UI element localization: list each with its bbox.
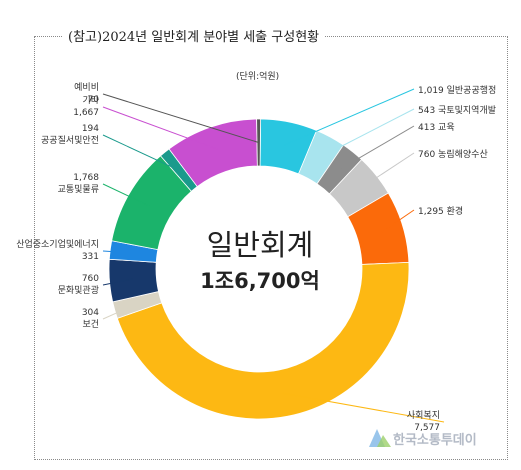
center-title: 일반회계 (207, 228, 314, 262)
slice-name-8: 문화및관광 (58, 284, 99, 296)
slice-value-10: 1,768 (73, 173, 99, 183)
slice-label-4: 760 농림해양수산 (418, 148, 488, 160)
chart-title: (참고)2024년 일반회계 분야별 세출 구성현황 (62, 26, 326, 45)
slice-value-7: 304 (82, 308, 99, 318)
slice-label-1: 1,019 일반공공행정 (418, 84, 496, 96)
leader-line-5 (380, 209, 415, 234)
leader-line-3 (337, 125, 415, 171)
slice-name-13: 예비비 (74, 82, 99, 93)
slice-value-11: 194 (82, 124, 99, 134)
unit-label: (단위:억원) (236, 72, 280, 82)
slice-value-8: 760 (82, 274, 99, 284)
leader-line-1 (284, 88, 415, 146)
leader-line-4 (357, 152, 415, 191)
leader-line-2 (318, 108, 415, 159)
slice-value-12: 1,667 (73, 108, 99, 118)
slice-name-11: 공공질서및안전 (41, 134, 99, 146)
slice-value-13: 70 (88, 95, 100, 105)
watermark: 한국소통투데이 (363, 427, 513, 451)
slice-value-9: 331 (82, 252, 99, 262)
leader-line-11 (102, 134, 180, 172)
slice-6 (116, 261, 410, 420)
slice-name-12: 기타 (82, 95, 99, 106)
slice-name-7: 보건 (82, 319, 99, 330)
leader-line-6 (282, 392, 445, 423)
watermark-logo-icon (369, 429, 391, 447)
leader-line-9 (102, 250, 134, 254)
slice-label-2: 543 국토및지역개발 (418, 104, 496, 116)
center-value: 1조6,700억 (200, 269, 320, 293)
leader-line-7 (102, 303, 138, 320)
watermark-text: 한국소통투데이 (393, 433, 477, 448)
leader-line-10 (102, 183, 150, 207)
slice-value-6: 7,577 (414, 423, 440, 433)
leader-line-8 (102, 278, 133, 286)
slice-name-6: 사회복지 (407, 410, 440, 421)
leader-line-12 (102, 106, 219, 150)
slice-label-5: 1,295 환경 (418, 205, 463, 217)
slice-name-10: 교통및물류 (58, 183, 99, 195)
slice-name-9: 산업중소기업및에너지 (16, 238, 99, 250)
leader-line-13 (102, 93, 259, 143)
slice-label-3: 413 교육 (418, 122, 455, 133)
